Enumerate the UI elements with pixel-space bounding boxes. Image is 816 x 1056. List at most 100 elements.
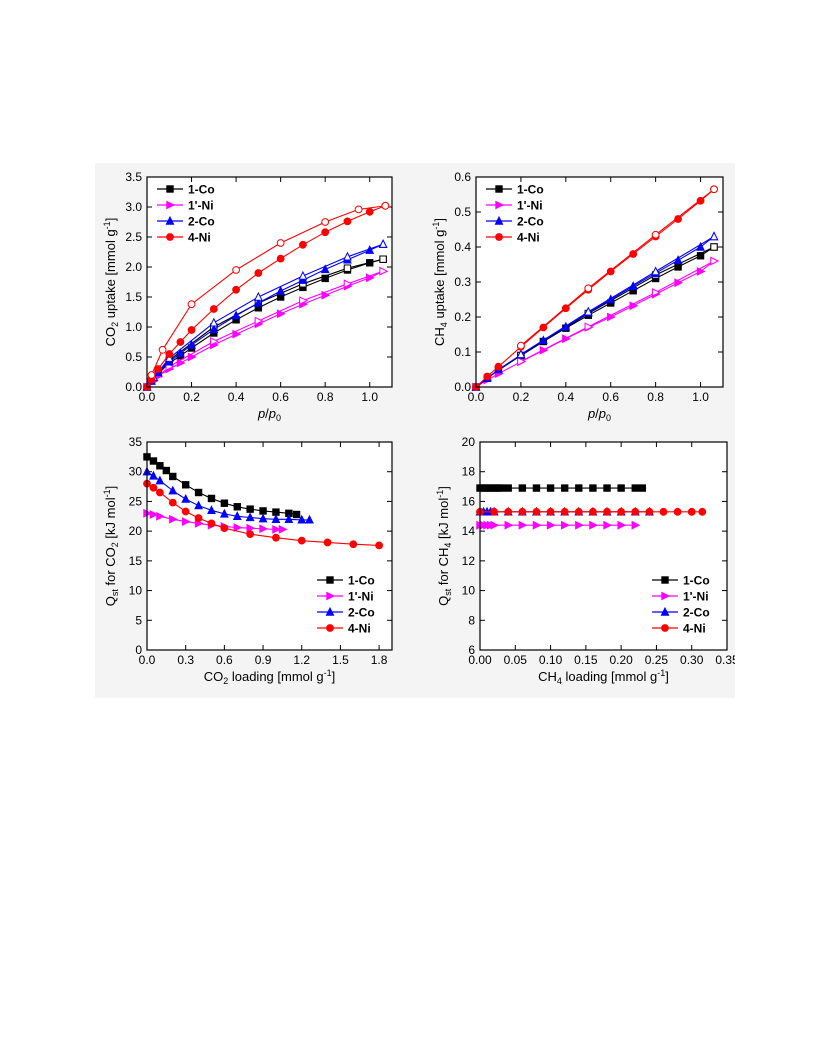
data-point [297,514,307,524]
data-point [710,243,718,251]
label-part: -1 [657,668,665,678]
data-point [194,488,203,497]
data-point [284,514,294,523]
x-tick-label: 0.15 [574,653,598,667]
y-tick-label: 14 [462,524,476,538]
label-part: / [595,406,599,421]
data-point [149,483,158,492]
figure-svg: 0.0 0.2 0.4 0.6 0.8 1.0 0.0 0.5 1.0 1.5 2.0 2.5 3.0 3… [102,170,739,686]
x-tick-label: 0.6 [602,390,619,404]
data-point [272,524,282,534]
series-4-Ni [472,185,718,391]
x-tick-label: 0.6 [272,390,289,404]
data-point [220,524,229,533]
data-point [560,507,569,516]
data-point [176,338,185,346]
label-part: uptake [mmol g [432,230,447,323]
x-tick-label: 0.30 [680,653,704,667]
legend: 1-Co 1'-Ni 2-Co 4-Ni [652,574,710,636]
x-tick-label: 0.8 [317,390,334,404]
y-tick-label: 6 [468,643,475,657]
data-point [560,484,569,492]
series-2-Co [142,466,314,524]
legend-marker [660,606,670,616]
data-point [246,530,255,539]
y-axis-label: CO2 uptake [mmol g-1] [102,218,120,347]
x-tick-label: 0.9 [255,653,272,667]
data-point [292,510,301,519]
series-line-desorption [520,188,715,347]
plot-frame [475,176,724,388]
data-point [272,533,280,542]
y-tick-label: 2.0 [125,260,142,274]
y-tick-label: 0.3 [454,275,471,289]
legend: 1-Co 1'-Ni 2-Co 4-Ni [157,183,215,245]
legend-label: 1'-Ni [348,590,374,604]
y-tick-label: 16 [462,494,476,508]
data-point [321,228,330,237]
data-point [169,472,177,481]
data-point [631,484,639,492]
data-point [532,484,541,492]
x-tick-label: 0.2 [513,390,530,404]
label-part: 4 [557,676,562,686]
data-point [181,507,190,516]
series-1-Co [476,484,647,492]
legend: 1-Co 1'-Ni 2-Co 4-Ni [317,574,375,636]
x-tick-label: 0.4 [557,390,574,404]
x-tick-label: 0.00 [468,653,492,667]
legend-marker [166,233,174,241]
legend-label: 2-Co [517,215,544,229]
data-point [631,520,641,530]
data-point [673,255,683,264]
legend: 1-Co 1'-Ni 2-Co 4-Ni [486,183,544,245]
y-tick-label: 2.5 [125,230,142,244]
data-point [379,255,387,263]
data-point [490,507,499,516]
y-tick-label: 0.1 [454,345,471,359]
data-point [589,507,597,516]
legend-label: 1-Co [517,183,544,197]
data-point [298,270,308,280]
legend-label: 1'-Ni [517,199,543,213]
data-point [299,240,307,249]
data-point [504,520,514,530]
data-point [651,266,661,276]
label-part: uptake [mmol g [103,229,118,322]
data-point [147,371,156,379]
data-point [245,512,255,522]
x-tick-label: 0.20 [609,653,633,667]
data-point [603,484,611,492]
x-tick-label: 0.0 [139,390,156,404]
legend-marker [326,624,334,632]
label-part: -1 [102,489,112,497]
label-part: st [443,588,453,596]
data-point [603,507,611,516]
label-part: 4 [443,543,453,548]
legend-marker [661,576,669,584]
y-axis-label: CH4 uptake [mmol g-1] [431,218,449,346]
data-point [259,524,269,534]
y-tick-label: 3.5 [125,170,142,184]
label-part: p [598,406,606,421]
legend-label: 1'-Ni [683,590,709,604]
label-part: p [268,406,276,421]
y-tick-label: 0.4 [454,240,471,254]
label-part: -1 [435,490,445,498]
data-point [321,218,330,226]
data-point [584,322,594,332]
chart-qst_ch4: 0.00 0.05 0.10 0.15 0.20 0.25 0.30 0.35 6 8 10 12 14… [435,435,739,686]
data-point [181,481,190,489]
label-part: p [257,406,265,421]
legend-marker [661,624,669,632]
data-point [698,507,707,516]
data-point [365,207,374,216]
data-point [209,317,219,327]
data-point [253,297,263,307]
data-point [194,500,203,510]
y-tick-label: 0.0 [454,380,471,394]
data-point [168,485,178,495]
data-point [518,484,527,492]
data-point [156,462,164,470]
y-tick-label: 3.0 [125,200,142,214]
